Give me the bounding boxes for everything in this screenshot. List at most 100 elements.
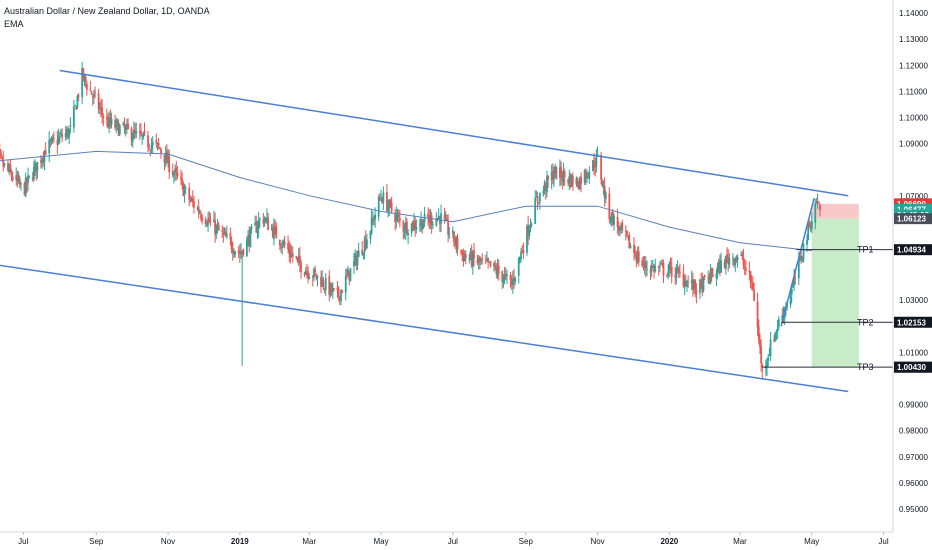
candle-body [616,217,619,227]
time-tick-label: Nov [161,537,175,546]
candle-body [740,255,743,257]
candle-body [24,178,27,197]
candle-body [281,246,284,248]
candle-body [707,276,710,278]
candle-body [670,266,673,277]
candle-body [679,272,681,274]
candle-body [361,249,364,255]
candle-body [792,283,794,288]
candle-body [102,116,105,119]
candle-body [776,328,779,331]
candle-body [138,131,141,133]
candle-body [496,267,499,275]
candle-body [481,258,484,260]
candle-body [808,224,811,227]
candle-body [736,256,739,261]
candle-body [217,224,220,231]
candle-body [428,217,431,223]
time-tick-label: Nov [590,537,604,546]
candle-body [703,275,706,278]
candle-body [724,255,727,270]
candle-body [280,246,282,248]
candle-body [85,83,88,90]
candle-body [742,257,745,266]
candle-body [596,154,599,156]
candle-body [149,150,152,152]
candle-body [341,290,344,293]
candle-body [141,135,144,137]
candle-body [150,144,153,150]
candle-body [131,138,134,142]
candle-body [74,105,76,106]
candle-body [774,332,777,341]
candle-body [374,214,377,220]
candle-body [60,133,62,135]
candle-body [165,151,168,163]
candle-body [231,249,234,254]
price-tick-label: 0.95000 [899,505,928,514]
candle-body [674,275,677,277]
candle-body [653,265,655,272]
candle-body [455,237,458,246]
candle-body [77,95,80,97]
candle-body [356,256,359,266]
candle-body [684,282,687,287]
candle-body [316,275,319,278]
candle-body [223,232,226,234]
candles [0,61,821,380]
candle-body [608,193,611,219]
candle-body [114,120,116,128]
candle-body [633,244,635,254]
candle-body [181,179,184,182]
candle-body [163,154,166,163]
candle-body [716,266,719,273]
candle-body [489,261,492,267]
candle-body [278,239,281,246]
candle-body [695,289,698,295]
channel-lines[interactable] [0,69,849,393]
candle-body [536,196,539,202]
candle-body [116,121,119,123]
candle-body [456,237,459,250]
candle-body [613,215,615,225]
symbol-title[interactable]: Australian Dollar / New Zealand Dollar, … [4,6,210,16]
candle-body [617,226,620,232]
candle-body [571,176,574,185]
candle-body [336,287,339,291]
candle-body [173,173,175,176]
chart-header: Australian Dollar / New Zealand Dollar, … [4,5,210,31]
candle-body [415,226,418,230]
candle-body [767,356,770,361]
candle-body [561,179,564,181]
candle-body [420,219,422,225]
candle-body [198,213,201,214]
candle-body [436,217,439,220]
candle-body [646,268,648,270]
candle-body [61,134,64,138]
candle-body [158,147,161,149]
candle-body [660,263,663,265]
candle-body [554,166,557,174]
candle-body [709,269,712,284]
indicator-label[interactable]: EMA [4,19,24,29]
candle-body [124,127,127,130]
candle-body [800,256,803,260]
candle-body [148,147,151,149]
candle-body [521,251,524,253]
candle-body [229,232,232,240]
candle-body [790,288,793,295]
target-lines[interactable]: TP1 TP2 TP3 [762,245,893,372]
candle-body [593,161,595,169]
candle-body [36,162,39,171]
candle-body [435,218,438,226]
candle-body [91,96,94,98]
candle-body [807,222,810,240]
candle-body [580,176,582,184]
candle-body [349,268,352,282]
candle-body [224,232,227,237]
candle-body [300,262,302,273]
candle-body [750,281,753,283]
candle-body [727,257,730,263]
candle-body [357,250,360,257]
